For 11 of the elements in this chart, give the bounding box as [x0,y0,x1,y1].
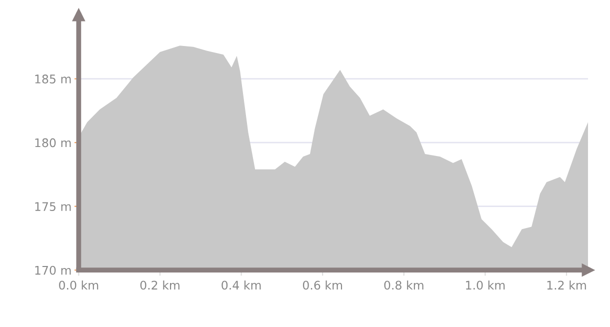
x-tick-label: 0.2 km [140,280,180,290]
x-tick-label: 0.8 km [384,280,424,290]
y-tick-label: 170 m [35,266,71,275]
y-tick-label: 185 m [35,74,71,84]
x-tick-label: 1.0 km [466,280,505,290]
x-tick-label: 0.6 km [302,280,342,290]
x-tick-label: 0.0 km [59,280,98,290]
y-tick-label: 180 m [35,138,71,148]
x-tick-label: 0.4 km [222,280,261,290]
y-tick-label: 175 m [35,202,71,211]
x-tick-label: 1.2 km [547,280,586,290]
